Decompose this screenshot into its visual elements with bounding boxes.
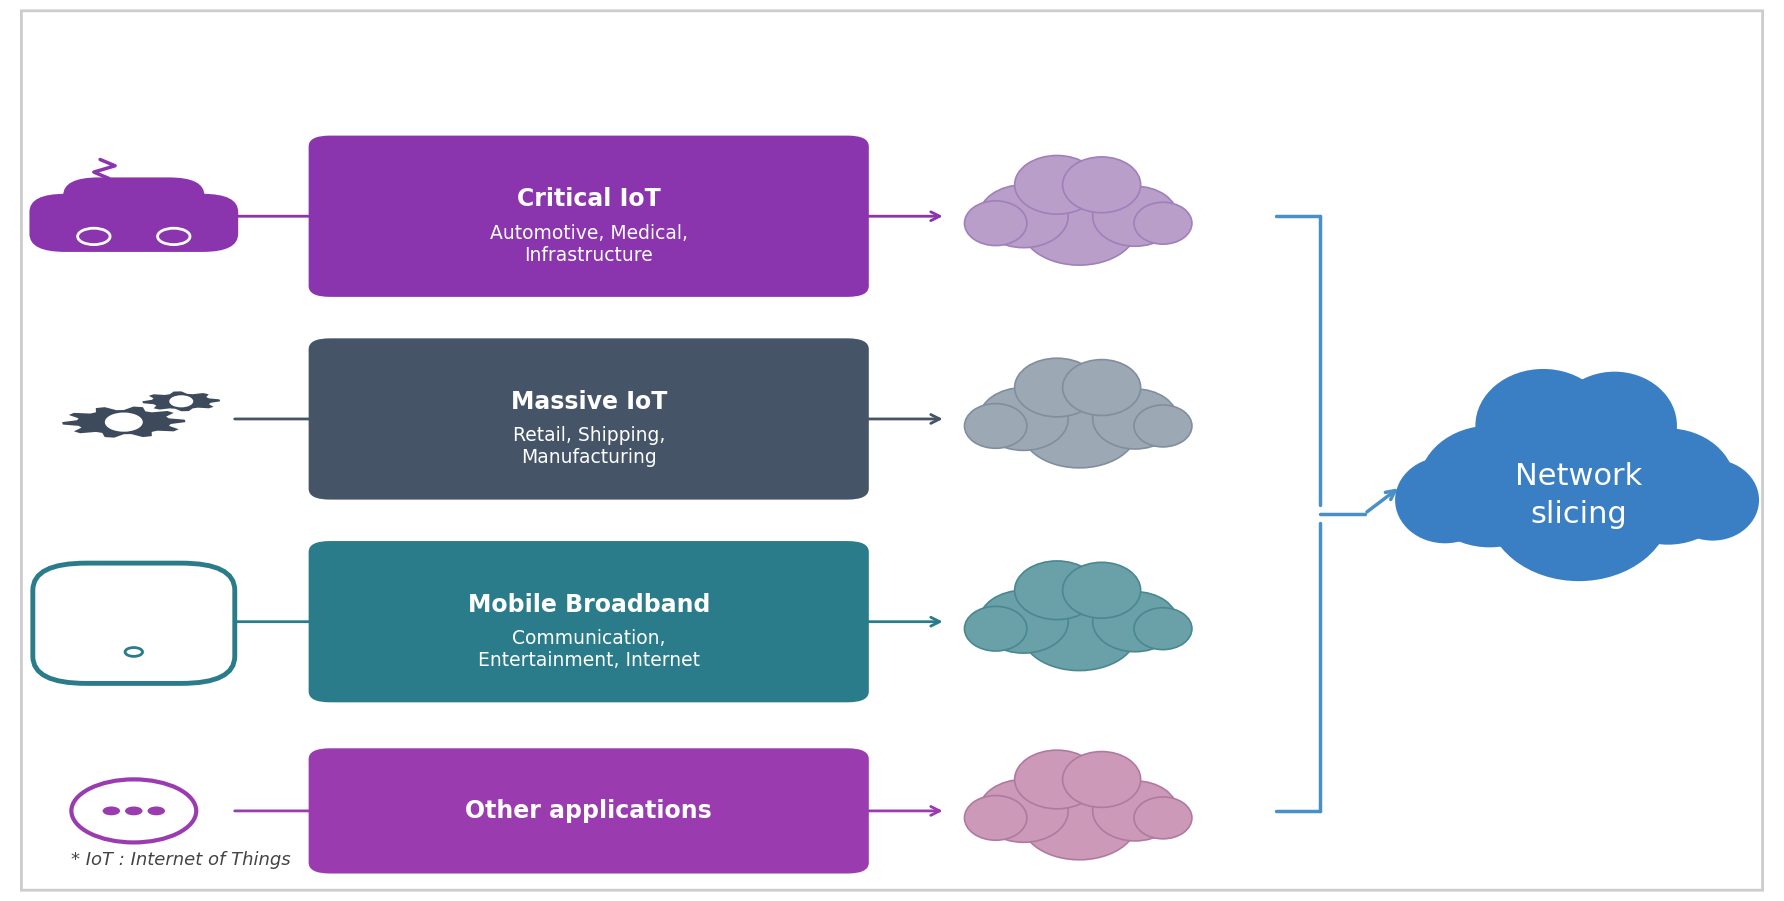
- Polygon shape: [62, 406, 186, 438]
- Ellipse shape: [1092, 187, 1177, 246]
- Ellipse shape: [1015, 359, 1099, 417]
- Ellipse shape: [1092, 781, 1177, 841]
- Ellipse shape: [1395, 457, 1495, 543]
- Ellipse shape: [1135, 796, 1192, 839]
- Ellipse shape: [965, 201, 1028, 246]
- Ellipse shape: [965, 404, 1028, 449]
- Ellipse shape: [1092, 389, 1177, 449]
- Circle shape: [77, 228, 111, 244]
- Text: Critical IoT: Critical IoT: [517, 187, 660, 212]
- Ellipse shape: [1135, 796, 1192, 839]
- Text: Other applications: Other applications: [466, 799, 712, 823]
- Ellipse shape: [1418, 425, 1561, 547]
- FancyBboxPatch shape: [62, 177, 205, 232]
- Ellipse shape: [979, 590, 1069, 653]
- Ellipse shape: [1020, 783, 1138, 860]
- FancyBboxPatch shape: [309, 541, 869, 703]
- Ellipse shape: [1135, 202, 1192, 244]
- FancyBboxPatch shape: [309, 748, 869, 874]
- Ellipse shape: [1015, 751, 1099, 809]
- Ellipse shape: [1063, 562, 1140, 618]
- Ellipse shape: [965, 606, 1028, 651]
- Ellipse shape: [965, 796, 1028, 841]
- Circle shape: [157, 228, 189, 244]
- Polygon shape: [143, 391, 219, 411]
- Text: Automotive, Medical,
Infrastructure: Automotive, Medical, Infrastructure: [491, 223, 687, 265]
- Ellipse shape: [1015, 561, 1099, 620]
- Ellipse shape: [1020, 188, 1138, 265]
- Text: Mobile Broadband: Mobile Broadband: [467, 593, 710, 617]
- Ellipse shape: [1666, 460, 1759, 541]
- Ellipse shape: [979, 779, 1069, 842]
- Ellipse shape: [1020, 391, 1138, 468]
- Text: Retail, Shipping,
Manufacturing: Retail, Shipping, Manufacturing: [512, 426, 665, 468]
- Ellipse shape: [1063, 157, 1140, 213]
- Ellipse shape: [1063, 751, 1140, 807]
- Ellipse shape: [1063, 562, 1140, 618]
- Ellipse shape: [1020, 594, 1138, 670]
- Ellipse shape: [1020, 594, 1138, 670]
- Ellipse shape: [965, 404, 1028, 449]
- Ellipse shape: [965, 796, 1028, 841]
- Ellipse shape: [1092, 781, 1177, 841]
- Text: * IoT : Internet of Things: * IoT : Internet of Things: [71, 851, 291, 869]
- Circle shape: [102, 806, 120, 815]
- Text: Communication,
Entertainment, Internet: Communication, Entertainment, Internet: [478, 629, 699, 670]
- Ellipse shape: [1063, 157, 1140, 213]
- Ellipse shape: [1135, 608, 1192, 650]
- Ellipse shape: [1135, 405, 1192, 447]
- Ellipse shape: [1135, 202, 1192, 244]
- FancyBboxPatch shape: [29, 194, 239, 252]
- Ellipse shape: [1486, 432, 1672, 581]
- Ellipse shape: [979, 185, 1069, 248]
- FancyBboxPatch shape: [98, 596, 169, 646]
- Ellipse shape: [1600, 428, 1736, 544]
- Ellipse shape: [1015, 751, 1099, 809]
- Ellipse shape: [965, 606, 1028, 651]
- Ellipse shape: [1475, 369, 1611, 482]
- Ellipse shape: [1020, 783, 1138, 860]
- Ellipse shape: [1063, 751, 1140, 807]
- Ellipse shape: [1015, 156, 1099, 214]
- Ellipse shape: [1135, 405, 1192, 447]
- Circle shape: [148, 806, 164, 815]
- Ellipse shape: [1015, 359, 1099, 417]
- Text: Massive IoT: Massive IoT: [510, 390, 667, 414]
- Ellipse shape: [1092, 592, 1177, 651]
- Ellipse shape: [1552, 371, 1677, 479]
- Ellipse shape: [1092, 592, 1177, 651]
- FancyBboxPatch shape: [309, 136, 869, 297]
- Ellipse shape: [979, 779, 1069, 842]
- Circle shape: [169, 396, 193, 407]
- Circle shape: [125, 806, 143, 815]
- Ellipse shape: [1015, 156, 1099, 214]
- Ellipse shape: [1063, 359, 1140, 415]
- FancyBboxPatch shape: [309, 338, 869, 499]
- Text: Network
slicing: Network slicing: [1515, 462, 1643, 529]
- Ellipse shape: [1092, 187, 1177, 246]
- Ellipse shape: [1092, 389, 1177, 449]
- Circle shape: [105, 413, 143, 432]
- Ellipse shape: [1063, 359, 1140, 415]
- Ellipse shape: [979, 185, 1069, 248]
- Ellipse shape: [1015, 561, 1099, 620]
- Ellipse shape: [979, 590, 1069, 653]
- Ellipse shape: [1135, 608, 1192, 650]
- Ellipse shape: [979, 387, 1069, 450]
- Ellipse shape: [1020, 391, 1138, 468]
- Ellipse shape: [965, 201, 1028, 246]
- Ellipse shape: [979, 387, 1069, 450]
- Ellipse shape: [1020, 188, 1138, 265]
